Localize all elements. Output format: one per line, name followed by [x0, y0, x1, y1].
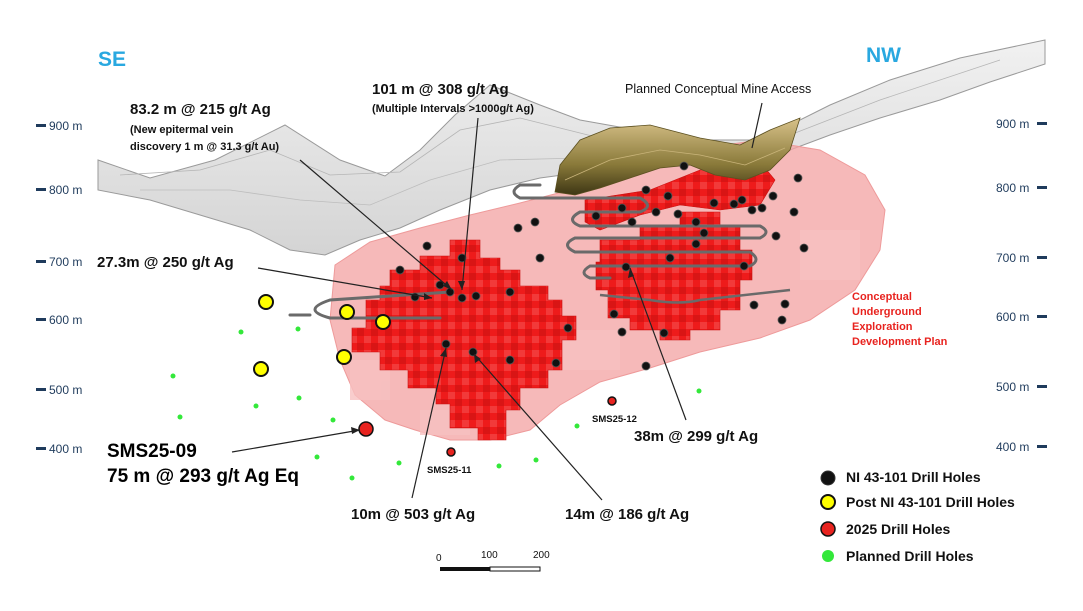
- pit-surface: [554, 117, 801, 196]
- elev-right-800: 800 m: [996, 181, 1029, 195]
- elevation-scale-left: 900 m 800 m 700 m 600 m 500 m 400 m: [36, 119, 82, 456]
- elev-left-800: 800 m: [49, 183, 82, 197]
- legend-2025-swatch: [820, 521, 836, 537]
- annotation-101m: 101 m @ 308 g/t Ag: [372, 81, 509, 98]
- hole-sms25-09-label: SMS25-09: [107, 441, 197, 462]
- legend-post-ni43101-swatch: [820, 494, 836, 510]
- plan-label-1: Conceptual: [852, 291, 912, 303]
- ni43101-holes: [395, 161, 809, 371]
- hole-sms25-09-result: 75 m @ 293 g/t Ag Eq: [107, 466, 299, 487]
- scale-label-100: 100: [481, 550, 498, 561]
- plan-label-2: Underground: [852, 306, 922, 318]
- plan-label-3: Exploration: [852, 321, 913, 333]
- annotation-101m-note: (Multiple Intervals >1000g/t Ag): [372, 103, 534, 115]
- leader-lines: [231, 102, 763, 501]
- scale-label-0: 0: [436, 553, 442, 564]
- annotation-83m-note1: (New epitermal vein: [130, 124, 234, 136]
- elev-left-500: 500 m: [49, 383, 82, 397]
- holes-2025: [358, 396, 617, 457]
- post-ni43101-holes: [253, 294, 391, 377]
- leader-arrowheads: [351, 268, 634, 434]
- plan-label-4: Development Plan: [852, 336, 948, 348]
- terrain-surface: [97, 39, 1046, 256]
- annotation-14m: 14m @ 186 g/t Ag: [565, 506, 689, 523]
- legend-ni43101-swatch: [820, 470, 836, 486]
- legend-2025-label: 2025 Drill Holes: [846, 521, 950, 537]
- elev-right-600: 600 m: [996, 310, 1029, 324]
- legend-planned-label: Planned Drill Holes: [846, 548, 974, 564]
- elev-left-700: 700 m: [49, 255, 82, 269]
- scale-label-200: 200: [533, 550, 550, 561]
- legend-post-ni43101-label: Post NI 43-101 Drill Holes: [846, 494, 1015, 510]
- elev-right-400: 400 m: [996, 440, 1029, 454]
- direction-se: SE: [98, 48, 126, 71]
- development-ramp: [512, 183, 768, 280]
- elev-right-900: 900 m: [996, 117, 1029, 131]
- ore-body-left: [351, 239, 577, 441]
- elev-right-700: 700 m: [996, 251, 1029, 265]
- legend: NI 43-101 Drill Holes Post NI 43-101 Dri…: [820, 469, 1015, 564]
- legend-ni43101-label: NI 43-101 Drill Holes: [846, 469, 981, 485]
- elev-left-400: 400 m: [49, 442, 82, 456]
- hole-sms25-11-label: SMS25-11: [427, 465, 472, 476]
- elev-left-900: 900 m: [49, 119, 82, 133]
- elev-right-500: 500 m: [996, 380, 1029, 394]
- annotation-10m: 10m @ 503 g/t Ag: [351, 506, 475, 523]
- annotation-27m: 27.3m @ 250 g/t Ag: [97, 254, 234, 271]
- annotation-83m-note2: discovery 1 m @ 31.3 g/t Au): [130, 141, 279, 153]
- annotation-mine-access: Planned Conceptual Mine Access: [625, 82, 811, 96]
- planned-holes: [170, 326, 702, 481]
- hole-sms25-12-label: SMS25-12: [592, 414, 637, 425]
- scale-bar: 0 100 200: [436, 550, 550, 572]
- direction-nw: NW: [866, 44, 901, 67]
- annotation-38m: 38m @ 299 g/t Ag: [634, 428, 758, 445]
- elevation-scale-right: 900 m 800 m 700 m 600 m 500 m 400 m: [996, 117, 1047, 454]
- legend-planned-swatch: [822, 550, 834, 562]
- elev-left-600: 600 m: [49, 313, 82, 327]
- annotation-83m: 83.2 m @ 215 g/t Ag: [130, 101, 271, 118]
